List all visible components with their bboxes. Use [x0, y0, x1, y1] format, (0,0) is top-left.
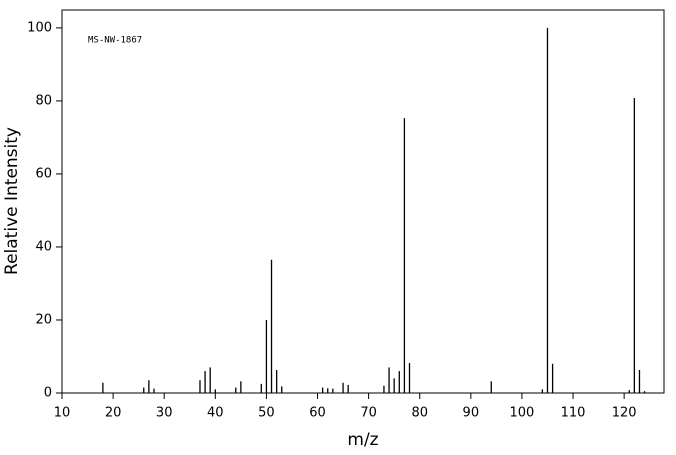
y-tick-label: 20: [35, 312, 52, 327]
plot-frame: [61, 9, 665, 394]
x-tick-label: 60: [309, 406, 326, 421]
y-tick-label: 0: [44, 386, 52, 401]
x-tick-label: 40: [207, 406, 224, 421]
x-tick-label: 90: [463, 406, 480, 421]
x-tick-label: 30: [156, 406, 173, 421]
x-tick-label: 10: [54, 406, 71, 421]
y-tick-label: 80: [35, 93, 52, 108]
x-tick-label: 20: [105, 406, 122, 421]
y-tick-label: 40: [35, 239, 52, 254]
y-axis-label: Relative Intensity: [2, 127, 22, 275]
x-axis-label: m/z: [347, 430, 378, 450]
x-tick-label: 70: [360, 406, 377, 421]
x-tick-label: 50: [258, 406, 275, 421]
x-tick-label: 80: [411, 406, 428, 421]
x-tick-label: 110: [561, 406, 586, 421]
x-tick-label: 120: [612, 406, 637, 421]
x-tick-label: 100: [510, 406, 535, 421]
y-tick-label: 60: [35, 166, 52, 181]
y-tick-label: 100: [27, 20, 52, 35]
annotation: MS-NW-1867: [88, 36, 142, 46]
